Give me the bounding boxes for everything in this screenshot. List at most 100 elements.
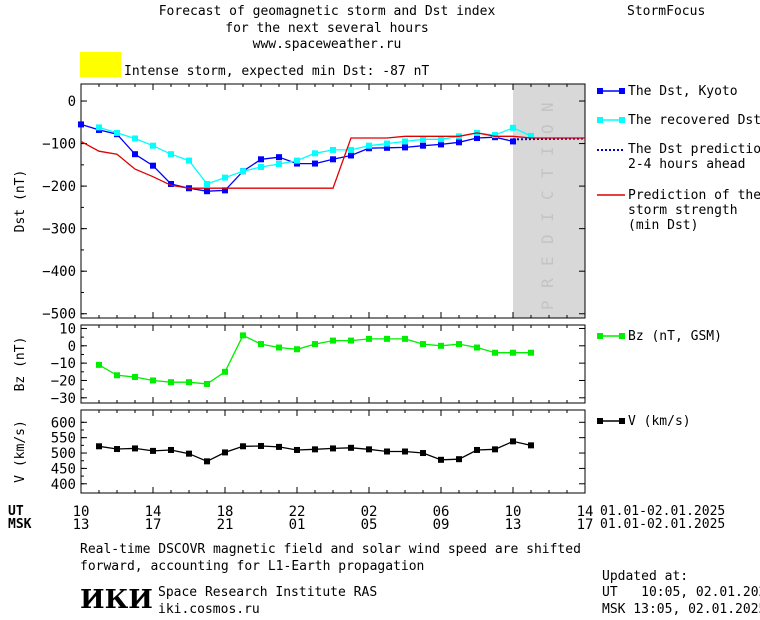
legend-dst-kyoto: The Dst, Kyoto bbox=[628, 84, 738, 99]
prediction-band-letter: I bbox=[538, 212, 557, 222]
data-point-dst-0 bbox=[276, 154, 282, 161]
msk-date-range: 01.01-02.01.2025 bbox=[600, 517, 726, 532]
data-point-bz-0 bbox=[528, 349, 534, 356]
data-point-v-0 bbox=[474, 446, 480, 453]
data-point-v-0 bbox=[312, 446, 318, 453]
legend-symbol-bz-marker bbox=[597, 333, 603, 339]
series-line-dst-3 bbox=[80, 132, 585, 189]
data-point-bz-0 bbox=[312, 341, 318, 348]
data-point-dst-1 bbox=[294, 157, 300, 164]
data-point-bz-0 bbox=[420, 341, 426, 348]
y-tick-label: −400 bbox=[42, 264, 76, 280]
prediction-band-letter: R bbox=[538, 278, 557, 288]
y-tick-label: 450 bbox=[51, 461, 76, 477]
data-point-dst-1 bbox=[438, 136, 444, 143]
data-point-dst-0 bbox=[132, 151, 138, 158]
data-point-bz-0 bbox=[204, 380, 210, 387]
msk-tick-label: 01 bbox=[289, 517, 306, 533]
data-point-bz-0 bbox=[240, 332, 246, 339]
data-point-bz-0 bbox=[258, 341, 264, 348]
data-point-dst-0 bbox=[204, 188, 210, 195]
y-tick-label: −300 bbox=[42, 222, 76, 238]
data-point-dst-1 bbox=[330, 146, 336, 153]
prediction-band-letter: O bbox=[538, 124, 557, 134]
data-point-dst-0 bbox=[474, 135, 480, 142]
data-point-v-0 bbox=[348, 444, 354, 451]
brand-name: StormFocus bbox=[627, 4, 706, 19]
data-point-dst-1 bbox=[186, 157, 192, 164]
prediction-band bbox=[513, 84, 585, 318]
data-point-v-0 bbox=[132, 445, 138, 452]
data-point-dst-1 bbox=[276, 160, 282, 167]
footnote-line2: forward, accounting for L1-Earth propaga… bbox=[80, 559, 425, 574]
data-point-v-0 bbox=[222, 449, 228, 456]
data-point-v-0 bbox=[168, 446, 174, 453]
data-point-dst-1 bbox=[168, 151, 174, 158]
chart-title-line1: Forecast of geomagnetic storm and Dst in… bbox=[158, 4, 496, 19]
data-point-v-0 bbox=[294, 446, 300, 453]
data-point-dst-1 bbox=[132, 135, 138, 142]
msk-tick-label: 21 bbox=[217, 517, 234, 533]
data-point-bz-0 bbox=[186, 379, 192, 386]
chart-title-line2: for the next several hours bbox=[225, 21, 429, 36]
y-tick-label: 600 bbox=[51, 415, 76, 431]
prediction-band-letter: C bbox=[538, 190, 557, 200]
data-point-bz-0 bbox=[384, 335, 390, 342]
website-url[interactable]: www.spaceweather.ru bbox=[252, 37, 402, 52]
data-point-v-0 bbox=[456, 456, 462, 463]
data-point-dst-1 bbox=[96, 124, 102, 131]
plot-frame-dst bbox=[80, 83, 586, 319]
ut-tick-label: 02 bbox=[361, 504, 378, 520]
data-point-bz-0 bbox=[438, 342, 444, 349]
data-point-dst-0 bbox=[456, 139, 462, 146]
msk-tick-label: 09 bbox=[433, 517, 450, 533]
msk-tick-label: 17 bbox=[577, 517, 594, 533]
legend-symbol-v-marker bbox=[597, 418, 603, 424]
updated-ut: UT 10:05, 02.01.2025 bbox=[602, 585, 760, 600]
y-tick-label: −100 bbox=[42, 137, 76, 153]
y-tick-label: 550 bbox=[51, 431, 76, 447]
y-axis-label-dst: Dst (nT) bbox=[13, 170, 28, 233]
data-point-dst-1 bbox=[492, 132, 498, 139]
data-point-bz-0 bbox=[96, 361, 102, 368]
data-point-v-0 bbox=[204, 458, 210, 465]
data-point-v-0 bbox=[258, 442, 264, 449]
data-point-bz-0 bbox=[150, 377, 156, 384]
ut-tick-label: 14 bbox=[145, 504, 162, 520]
data-point-v-0 bbox=[366, 446, 372, 453]
msk-tick-label: 13 bbox=[505, 517, 522, 533]
data-point-bz-0 bbox=[348, 337, 354, 344]
updated-label: Updated at: bbox=[602, 569, 689, 584]
ut-axis-label: UT bbox=[8, 504, 24, 519]
prediction-band-letter: E bbox=[538, 256, 557, 266]
institute-site[interactable]: iki.cosmos.ru bbox=[158, 602, 260, 617]
y-tick-label: −30 bbox=[51, 391, 76, 407]
legend-symbol-dst-kyoto-marker bbox=[619, 88, 625, 94]
storm-label: Intense storm, expected min Dst: -87 nT bbox=[124, 64, 430, 79]
data-point-dst-0 bbox=[168, 180, 174, 187]
data-point-dst-0 bbox=[348, 152, 354, 159]
data-point-v-0 bbox=[150, 447, 156, 454]
y-tick-label: 10 bbox=[59, 321, 76, 337]
data-point-dst-1 bbox=[204, 180, 210, 187]
data-point-v-0 bbox=[96, 443, 102, 450]
y-tick-label: 400 bbox=[51, 477, 76, 493]
data-point-dst-1 bbox=[222, 174, 228, 181]
ut-tick-label: 06 bbox=[433, 504, 450, 520]
data-point-v-0 bbox=[492, 446, 498, 453]
msk-tick-label: 05 bbox=[361, 517, 378, 533]
ut-date-range: 01.01-02.01.2025 bbox=[600, 504, 726, 519]
y-tick-label: −20 bbox=[51, 373, 76, 389]
data-point-bz-0 bbox=[402, 335, 408, 342]
data-point-dst-0 bbox=[312, 160, 318, 167]
data-point-dst-1 bbox=[420, 136, 426, 143]
prediction-band-letter: T bbox=[538, 168, 557, 178]
msk-tick-label: 13 bbox=[73, 517, 90, 533]
legend-recovered-dst: The recovered Dst bbox=[628, 113, 760, 128]
data-point-dst-0 bbox=[258, 156, 264, 163]
data-point-v-0 bbox=[420, 450, 426, 457]
data-point-dst-0 bbox=[330, 156, 336, 163]
institute-name: Space Research Institute RAS bbox=[158, 585, 378, 600]
y-tick-label: 0 bbox=[68, 94, 76, 110]
